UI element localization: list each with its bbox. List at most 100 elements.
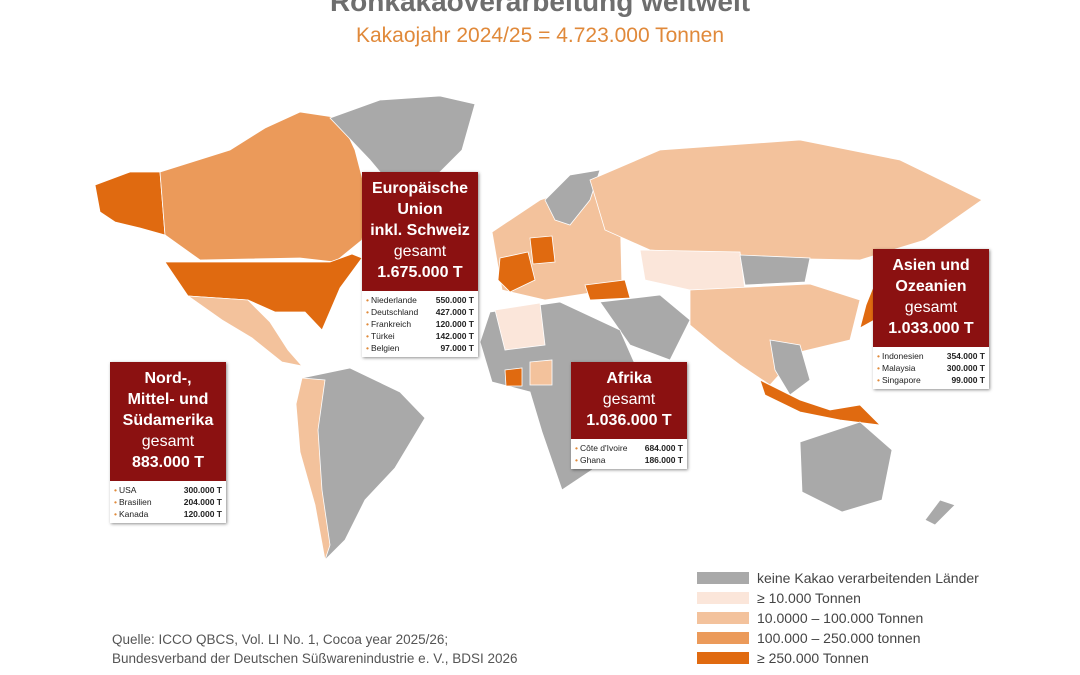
legend-label: ≥ 250.000 Tonnen	[757, 650, 869, 666]
country-name: Ghana	[575, 454, 606, 466]
source: Quelle: ICCO QBCS, Vol. LI No. 1, Cocoa …	[112, 630, 518, 668]
legend-item: ≥ 250.000 Tonnen	[697, 648, 979, 668]
france	[497, 251, 536, 293]
region-title: Ozeanien	[895, 278, 967, 295]
scandinavia	[544, 169, 601, 226]
legend-item: keine Kakao verarbeitenden Länder	[697, 568, 979, 588]
region-box: Asien und Ozeanien gesamt 1.033.000 T Indone…	[873, 249, 989, 389]
country-row: Indonesien 354.000 T	[877, 350, 985, 362]
southeast-asia	[769, 339, 811, 396]
region-title: Mittel- und	[127, 391, 209, 408]
country-value: 300.000 T	[183, 485, 222, 495]
region-header: Asien und Ozeanien gesamt 1.033.000 T	[873, 249, 989, 347]
region-title: inkl. Schweiz	[370, 222, 470, 239]
country-row: Côte d'Ivoire 684.000 T	[575, 442, 683, 454]
region-header: Nord-, Mittel- und Südamerika gesamt 883.000…	[110, 362, 226, 481]
germany	[529, 235, 556, 265]
region-total: 1.033.000 T	[888, 320, 974, 337]
legend-swatch	[697, 632, 749, 644]
legend-item: 10.0000 – 100.000 Tonnen	[697, 608, 979, 628]
region-box: Europäische Union inkl. Schweiz gesamt 1.675…	[362, 172, 478, 357]
legend-item: ≥ 10.000 Tonnen	[697, 588, 979, 608]
region-total: 1.675.000 T	[377, 264, 463, 281]
legend-swatch	[697, 612, 749, 624]
country-name: Indonesien	[877, 350, 924, 362]
country-name: Brasilien	[114, 496, 152, 508]
country-name: Côte d'Ivoire	[575, 442, 627, 454]
country-row: Ghana 186.000 T	[575, 454, 683, 466]
title: Rohkakaoverarbeitung weltweit	[329, 0, 751, 17]
country-name: Kanada	[114, 508, 148, 520]
country-row: Brasilien 204.000 T	[114, 496, 222, 508]
country-row: Niederlande 550.000 T	[366, 294, 474, 306]
legend-label: 10.0000 – 100.000 Tonnen	[757, 610, 924, 626]
country-value: 684.000 T	[644, 443, 683, 453]
country-value: 300.000 T	[946, 363, 985, 373]
country-value: 142.000 T	[435, 331, 474, 341]
country-list: USA 300.000 T Brasilien 204.000 T Kanada 120.…	[110, 481, 226, 523]
region-box: Afrika gesamt 1.036.000 T Côte d'Ivoire 684.…	[571, 362, 687, 469]
mongolia	[739, 254, 811, 286]
country-row: Türkei 142.000 T	[366, 330, 474, 342]
region-label: gesamt	[904, 299, 958, 316]
country-name: Deutschland	[366, 306, 418, 318]
greenland	[329, 95, 476, 191]
region-title: Europäische	[371, 180, 469, 197]
country-list: Côte d'Ivoire 684.000 T Ghana 186.000 T	[571, 439, 687, 469]
region-header: Afrika gesamt 1.036.000 T	[571, 362, 687, 439]
central-america	[186, 295, 304, 367]
country-row: Singapore 99.000 T	[877, 374, 985, 386]
region-label: gesamt	[393, 243, 447, 260]
country-row: USA 300.000 T	[114, 484, 222, 496]
russia	[589, 139, 983, 261]
nigeria	[529, 359, 553, 386]
region-header: Europäische Union inkl. Schweiz gesamt 1.675…	[362, 172, 478, 291]
country-value: 120.000 T	[183, 509, 222, 519]
country-value: 354.000 T	[946, 351, 985, 361]
country-value: 427.000 T	[435, 307, 474, 317]
region-box: Nord-, Mittel- und Südamerika gesamt 883.000…	[110, 362, 226, 523]
country-row: Malaysia 300.000 T	[877, 362, 985, 374]
region-title: Asien und	[892, 257, 970, 274]
region-label: gesamt	[602, 391, 656, 408]
country-name: USA	[114, 484, 136, 496]
country-name: Niederlande	[366, 294, 417, 306]
source-line: Bundesverband der Deutschen Süßwarenindu…	[112, 651, 518, 666]
subtitle: Kakaojahr 2024/25 = 4.723.000 Tonnen	[355, 24, 724, 47]
central-asia	[639, 249, 746, 291]
legend-swatch	[697, 572, 749, 584]
country-value: 186.000 T	[644, 455, 683, 465]
country-name: Malaysia	[877, 362, 916, 374]
turkey	[584, 279, 631, 301]
legend: keine Kakao verarbeitenden Länder ≥ 10.00…	[697, 568, 979, 668]
country-name: Türkei	[366, 330, 395, 342]
legend-label: ≥ 10.000 Tonnen	[757, 590, 861, 606]
region-total: 883.000 T	[131, 454, 205, 471]
legend-label: keine Kakao verarbeitenden Länder	[757, 570, 979, 586]
region-title: Union	[397, 201, 443, 218]
south-america-west	[295, 377, 331, 561]
indonesia	[759, 379, 882, 426]
country-list: Niederlande 550.000 T Deutschland 427.000 T…	[362, 291, 478, 357]
legend-item: 100.000 – 250.000 tonnen	[697, 628, 979, 648]
country-row: Deutschland 427.000 T	[366, 306, 474, 318]
country-row: Belgien 97.000 T	[366, 342, 474, 354]
region-label: gesamt	[141, 433, 195, 450]
country-value: 99.000 T	[951, 375, 985, 385]
country-value: 120.000 T	[435, 319, 474, 329]
australia	[799, 421, 893, 513]
source-line: Quelle: ICCO QBCS, Vol. LI No. 1, Cocoa …	[112, 632, 449, 647]
north-africa-light	[494, 302, 546, 351]
canada	[159, 111, 369, 263]
region-title: Nord-,	[144, 370, 192, 387]
middle-east	[599, 294, 691, 361]
country-name: Singapore	[877, 374, 921, 386]
new-zealand	[924, 499, 956, 526]
region-total: 1.036.000 T	[586, 412, 672, 429]
legend-swatch	[697, 652, 749, 664]
country-row: Frankreich 120.000 T	[366, 318, 474, 330]
country-name: Frankreich	[366, 318, 411, 330]
